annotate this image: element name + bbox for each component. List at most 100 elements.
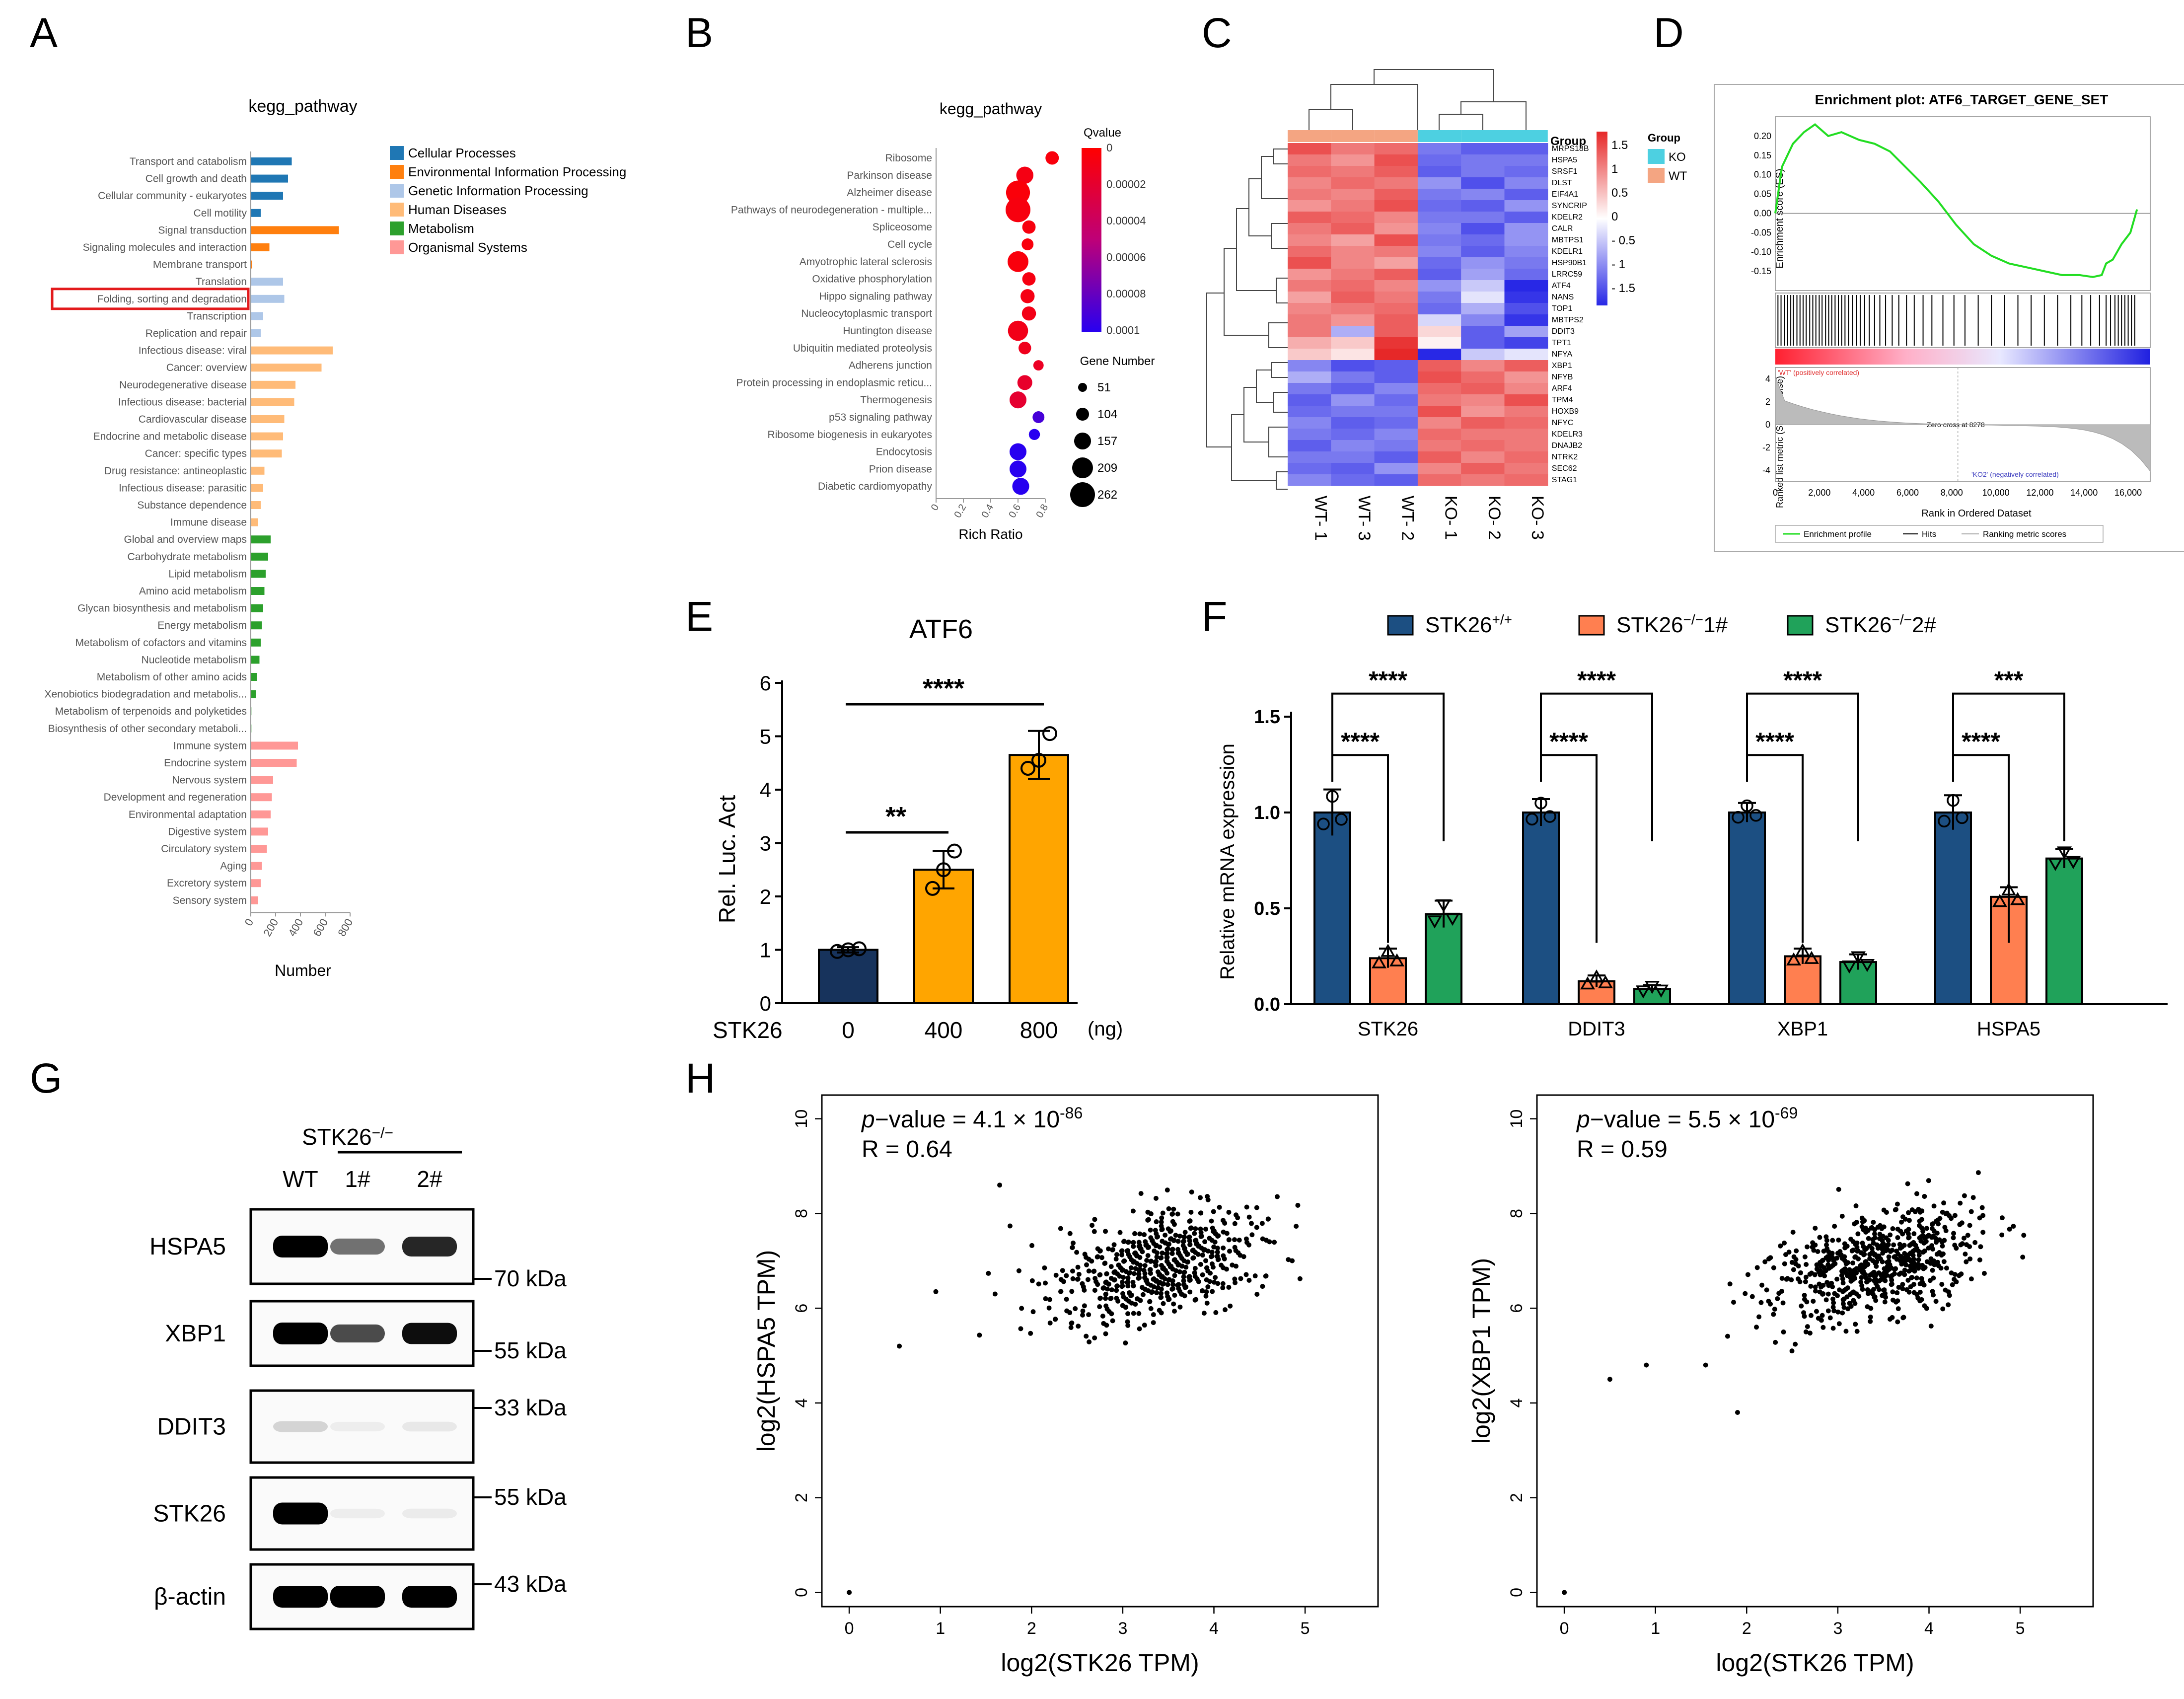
data-point — [1248, 1221, 1254, 1226]
data-point — [1170, 1247, 1175, 1252]
bar-organismal — [251, 810, 271, 818]
data-point — [1905, 1277, 1911, 1283]
data-point — [1840, 1289, 1845, 1294]
heatmap-cell — [1504, 371, 1548, 383]
data-point — [1898, 1229, 1903, 1234]
replicate-point — [1436, 899, 1452, 913]
data-point — [1142, 1263, 1148, 1268]
es-plot-frame — [1775, 116, 2151, 291]
heatmap-cell — [1417, 394, 1461, 406]
data-point — [1058, 1277, 1064, 1282]
data-point — [1835, 1309, 1841, 1315]
data-point — [1177, 1289, 1182, 1294]
data-point — [1840, 1297, 1846, 1303]
data-point — [1187, 1289, 1193, 1295]
data-point — [1121, 1275, 1126, 1280]
data-point — [1073, 1306, 1078, 1311]
data-point — [1839, 1268, 1845, 1274]
data-point — [1754, 1265, 1760, 1270]
pathway-label: Infectious disease: viral — [139, 345, 247, 357]
bar-human — [251, 484, 263, 492]
es-tick-label: -0.05 — [1751, 227, 1771, 237]
data-point — [1189, 1189, 1194, 1195]
data-point — [1103, 1331, 1108, 1336]
bubble-point — [1022, 220, 1036, 234]
gene-label: SRSF1 — [1552, 167, 1578, 176]
data-point — [1070, 1268, 1075, 1274]
data-point — [1872, 1231, 1877, 1237]
data-point — [1232, 1245, 1238, 1250]
size-legend-label: 104 — [1097, 408, 1117, 421]
bar-human — [251, 501, 261, 509]
qvalue-tick-label: 0.00006 — [1106, 251, 1146, 264]
data-point — [1112, 1269, 1118, 1274]
gene-label: DDIT3 — [1552, 327, 1575, 336]
data-point — [1909, 1275, 1915, 1280]
heatmap-cell — [1331, 349, 1375, 361]
data-point — [1123, 1269, 1129, 1274]
heatmap-cell — [1331, 463, 1375, 475]
data-point — [1181, 1239, 1187, 1244]
data-point — [1822, 1273, 1827, 1279]
data-point — [1125, 1283, 1131, 1289]
data-point — [1853, 1322, 1858, 1327]
data-point — [1154, 1290, 1160, 1295]
panel-g-group-sup: −/− — [372, 1125, 393, 1141]
x-tick-label: XBP1 — [1777, 1018, 1828, 1040]
data-point — [1244, 1204, 1249, 1210]
replicate-point — [1042, 726, 1057, 741]
pathway-label: Protein processing in endoplasmic reticu… — [736, 377, 932, 388]
data-point — [1912, 1209, 1918, 1214]
bar-cellular — [251, 157, 292, 165]
data-point — [1170, 1286, 1175, 1291]
x-tick-label: 2 — [1027, 1619, 1036, 1638]
data-point — [1952, 1276, 1957, 1282]
data-point — [1799, 1303, 1804, 1309]
legend-label: Environmental Information Processing — [408, 164, 626, 179]
gene-label: EIF4A1 — [1552, 190, 1578, 199]
data-point — [1159, 1219, 1164, 1225]
pathway-label: Transport and catabolism — [130, 156, 247, 167]
data-point — [1878, 1223, 1883, 1228]
pathway-label: Endocytosis — [876, 446, 932, 458]
data-point — [1825, 1291, 1831, 1297]
data-point — [1254, 1225, 1259, 1230]
heatmap-cell — [1288, 371, 1331, 383]
heatmap-cell — [1417, 154, 1461, 166]
data-point — [1958, 1221, 1963, 1227]
data-point — [1907, 1251, 1912, 1256]
data-point — [1764, 1287, 1769, 1293]
significance-label: **** — [1783, 666, 1822, 694]
protein-band — [273, 1502, 328, 1525]
size-legend-label: 262 — [1097, 488, 1117, 502]
data-point — [1082, 1303, 1087, 1309]
es-tick-label: 0.20 — [1754, 131, 1771, 141]
heatmap-cell — [1331, 303, 1375, 315]
data-point — [1205, 1284, 1211, 1289]
size-legend-circle — [1070, 482, 1095, 507]
heatmap-cell — [1504, 337, 1548, 349]
data-point — [1924, 1306, 1929, 1311]
data-point — [2007, 1226, 2012, 1232]
pathway-label: Signaling molecules and interaction — [83, 242, 247, 253]
legend-name: STK26 — [1425, 613, 1492, 637]
group-annotation-cell — [1331, 130, 1375, 142]
data-point — [1946, 1302, 1951, 1308]
colorbar-tick-label: 0 — [1611, 210, 1618, 223]
data-point — [1869, 1225, 1875, 1230]
heatmap-cell — [1374, 394, 1418, 406]
dendrogram-branch — [1248, 178, 1271, 236]
data-point — [1192, 1265, 1198, 1271]
data-point — [1154, 1262, 1159, 1268]
data-point — [1819, 1263, 1824, 1268]
data-point — [1232, 1221, 1238, 1226]
data-point — [1817, 1235, 1822, 1240]
legend-label: STK26−/−1# — [1616, 612, 1728, 637]
heatmap-cell — [1331, 154, 1375, 166]
replicate-point — [1804, 951, 1820, 964]
data-point — [1151, 1320, 1156, 1326]
pathway-label: Circulatory system — [161, 843, 247, 855]
replicate-point — [1786, 952, 1802, 965]
data-point — [1068, 1325, 1074, 1330]
heatmap-cell — [1331, 200, 1375, 212]
